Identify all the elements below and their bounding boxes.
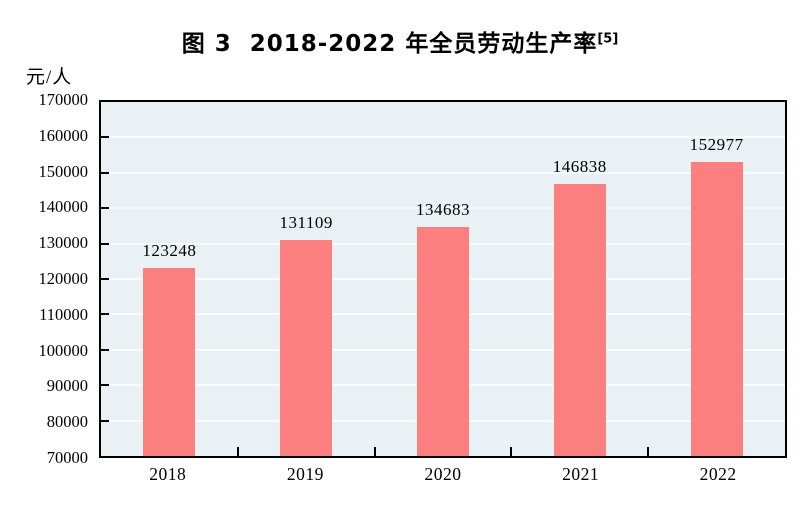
y-axis-tick-label: 120000 <box>38 269 89 288</box>
y-axis-tick-label: 170000 <box>38 90 89 109</box>
bar-2022 <box>690 162 743 456</box>
x-axis-tick-label-2022: 2022 <box>699 464 737 484</box>
plot-area: 123248 131109 134683 146838 152977 <box>99 100 787 458</box>
bar-value-label-2019: 131109 <box>279 212 333 232</box>
x-axis-tick <box>373 447 376 456</box>
y-axis-tick <box>101 419 109 422</box>
bar-cell-2021: 146838 <box>511 102 648 456</box>
y-axis-tick <box>101 171 109 174</box>
x-axis-tick-labels: 2018 2019 2020 2021 2022 <box>99 464 787 485</box>
gridline <box>101 136 785 139</box>
bar-cell-2019: 131109 <box>238 102 375 456</box>
bar-value-label-2020: 134683 <box>415 200 470 220</box>
y-axis-unit-label: 元/人 <box>26 67 73 88</box>
x-axis-tick <box>236 447 239 456</box>
y-axis-tick-label: 150000 <box>38 161 89 181</box>
y-axis-tick <box>101 136 109 139</box>
y-axis-tick <box>101 384 109 387</box>
x-axis-tick <box>510 447 513 456</box>
y-axis-tick-label: 80000 <box>46 412 88 432</box>
y-axis-tick-labels: 170000 160000 150000 140000 130000 120000 1100… <box>0 91 89 466</box>
bar-cell-2018: 123248 <box>101 102 238 456</box>
bar-2019 <box>280 239 333 456</box>
figure-title: 图 3 2018-2022 年全员劳动生产率[5] <box>0 24 800 58</box>
y-axis-tick-label: 70000 <box>46 448 88 467</box>
figure-caption-text: 2018-2022 年全员劳动生产率 <box>249 31 598 57</box>
y-axis-tick-label: 140000 <box>38 197 89 217</box>
y-axis-tick <box>101 348 109 351</box>
x-axis-tick <box>647 447 650 456</box>
y-axis-tick-label: 110000 <box>39 304 88 324</box>
figure-footnote-marker: [5] <box>597 31 619 47</box>
x-axis-tick-label-2020: 2020 <box>424 464 462 484</box>
bar-value-label-2021: 146838 <box>552 157 607 176</box>
y-axis-tick <box>101 207 109 210</box>
figure-number: 图 3 <box>181 31 232 57</box>
gridline <box>101 171 785 174</box>
y-axis-tick-label: 130000 <box>38 233 89 253</box>
bar-value-label-2022: 152977 <box>689 135 744 155</box>
y-axis-tick-label: 90000 <box>46 376 88 396</box>
bar-2018 <box>143 267 196 456</box>
bar-cell-2020: 134683 <box>375 102 512 456</box>
y-axis-tick <box>101 242 109 245</box>
bar-series: 123248 131109 134683 146838 152977 <box>101 102 785 456</box>
y-axis-tick <box>101 278 109 280</box>
x-axis-tick-label-2019: 2019 <box>286 464 324 484</box>
bar-value-label-2018: 123248 <box>142 240 197 260</box>
y-axis-tick-label: 160000 <box>38 125 89 145</box>
bar-2020 <box>416 227 469 456</box>
y-axis-tick <box>101 313 109 316</box>
gridline <box>101 207 785 210</box>
y-axis-tick-label: 100000 <box>38 340 89 360</box>
bar-cell-2022: 152977 <box>648 102 785 456</box>
x-axis-tick-label-2021: 2021 <box>562 464 600 484</box>
bar-2021 <box>553 184 606 456</box>
x-axis-tick-label-2018: 2018 <box>149 464 187 484</box>
